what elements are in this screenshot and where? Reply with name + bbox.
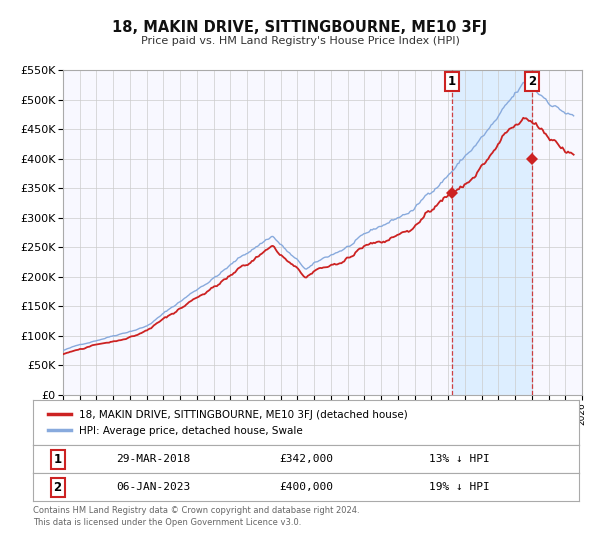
- Text: 2: 2: [53, 480, 62, 494]
- Text: 06-JAN-2023: 06-JAN-2023: [116, 482, 190, 492]
- Text: £400,000: £400,000: [279, 482, 333, 492]
- Text: £342,000: £342,000: [279, 454, 333, 464]
- Text: 1: 1: [53, 452, 62, 466]
- Text: Contains HM Land Registry data © Crown copyright and database right 2024.: Contains HM Land Registry data © Crown c…: [33, 506, 359, 515]
- Text: 29-MAR-2018: 29-MAR-2018: [116, 454, 190, 464]
- Text: 2: 2: [528, 75, 536, 88]
- Text: This data is licensed under the Open Government Licence v3.0.: This data is licensed under the Open Gov…: [33, 518, 301, 527]
- Bar: [452, 70, 532, 395]
- Text: 18, MAKIN DRIVE, SITTINGBOURNE, ME10 3FJ: 18, MAKIN DRIVE, SITTINGBOURNE, ME10 3FJ: [112, 20, 488, 35]
- Text: 19% ↓ HPI: 19% ↓ HPI: [428, 482, 489, 492]
- Text: Price paid vs. HM Land Registry's House Price Index (HPI): Price paid vs. HM Land Registry's House …: [140, 36, 460, 46]
- Legend: 18, MAKIN DRIVE, SITTINGBOURNE, ME10 3FJ (detached house), HPI: Average price, d: 18, MAKIN DRIVE, SITTINGBOURNE, ME10 3FJ…: [44, 405, 412, 440]
- Text: 1: 1: [448, 75, 456, 88]
- Text: 13% ↓ HPI: 13% ↓ HPI: [428, 454, 489, 464]
